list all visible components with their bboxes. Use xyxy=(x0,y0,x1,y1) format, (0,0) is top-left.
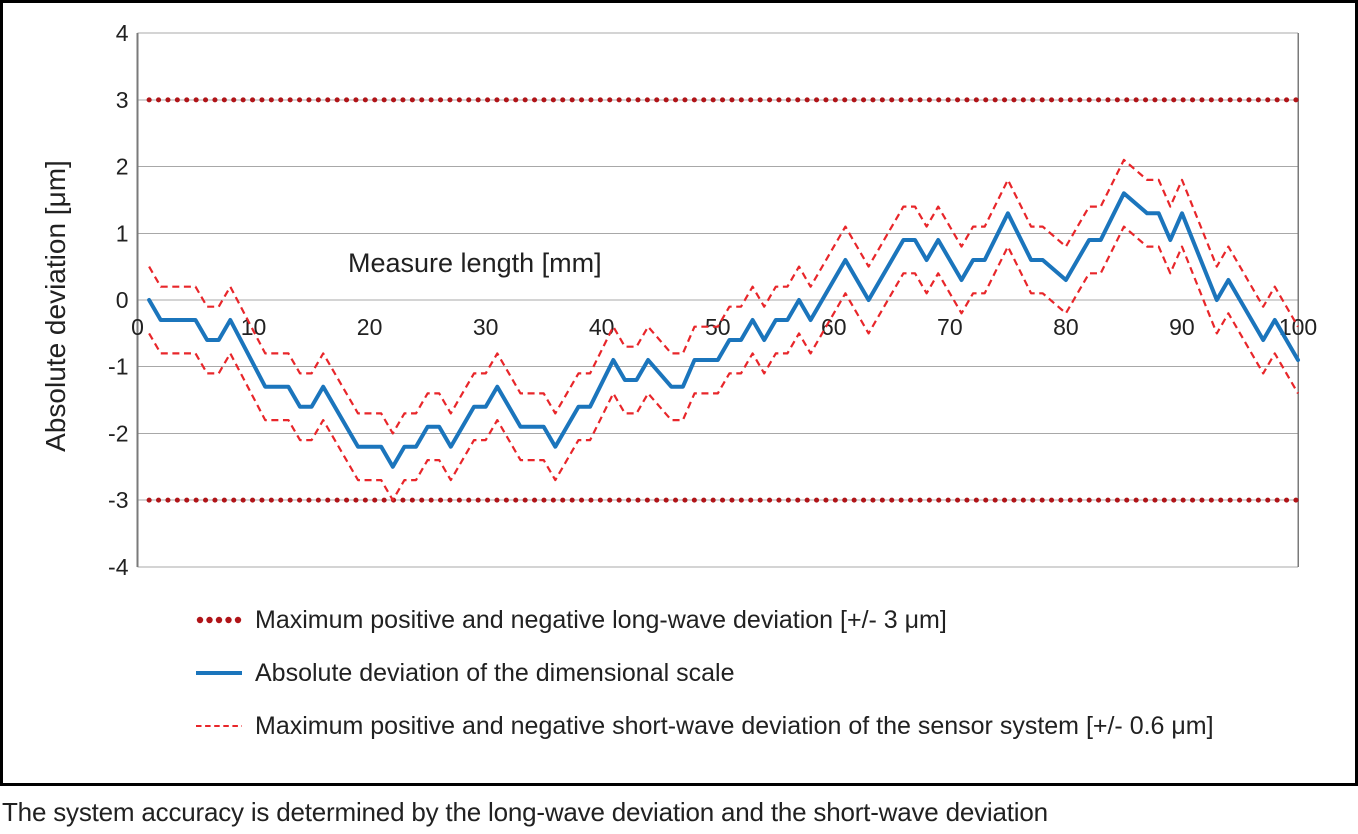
dotted-line-legend-key-icon xyxy=(196,616,242,624)
y-tick-label: 3 xyxy=(116,87,129,113)
x-tick-label: 20 xyxy=(357,314,383,340)
legend-item-longwave: Maximum positive and negative long-wave … xyxy=(196,605,947,635)
y-tick-label: 2 xyxy=(116,154,129,180)
y-tick-label: 4 xyxy=(116,20,129,46)
y-tick-label: -3 xyxy=(108,487,128,513)
dashed-line-legend-key-icon xyxy=(196,725,242,727)
x-axis-title: Measure length [mm] xyxy=(348,248,602,278)
solid-line-legend-key-icon xyxy=(196,671,242,675)
legend-label-longwave: Maximum positive and negative long-wave … xyxy=(255,605,947,634)
y-tick-label: -4 xyxy=(108,554,129,580)
figure-caption: The system accuracy is determined by the… xyxy=(2,797,1048,827)
legend-item-shortwave: Maximum positive and negative short-wave… xyxy=(196,711,1214,741)
shortwave-upper-line xyxy=(148,158,1299,435)
y-tick-label: 1 xyxy=(116,220,129,246)
y-axis-title: Absolute deviation [μm] xyxy=(40,160,71,452)
x-tick-label: 90 xyxy=(1169,314,1195,340)
legend-label-deviation: Absolute deviation of the dimensional sc… xyxy=(255,658,735,687)
x-tick-label: 80 xyxy=(1053,314,1079,340)
shortwave-lower-line xyxy=(148,225,1299,502)
legend-item-deviation: Absolute deviation of the dimensional sc… xyxy=(196,658,734,688)
x-tick-label: 10 xyxy=(241,314,267,340)
y-tick-label: 0 xyxy=(116,287,129,313)
deviation-line xyxy=(147,191,1300,469)
x-tick-label: 70 xyxy=(937,314,963,340)
legend-label-shortwave: Maximum positive and negative short-wave… xyxy=(255,711,1214,740)
chart-border xyxy=(0,0,1358,786)
y-tick-label: -1 xyxy=(108,354,128,380)
x-tick-label: 60 xyxy=(821,314,847,340)
x-tick-label: 30 xyxy=(473,314,499,340)
x-tick-label: 40 xyxy=(589,314,615,340)
y-tick-label: -2 xyxy=(108,420,128,446)
x-tick-label: 0 xyxy=(131,314,144,340)
